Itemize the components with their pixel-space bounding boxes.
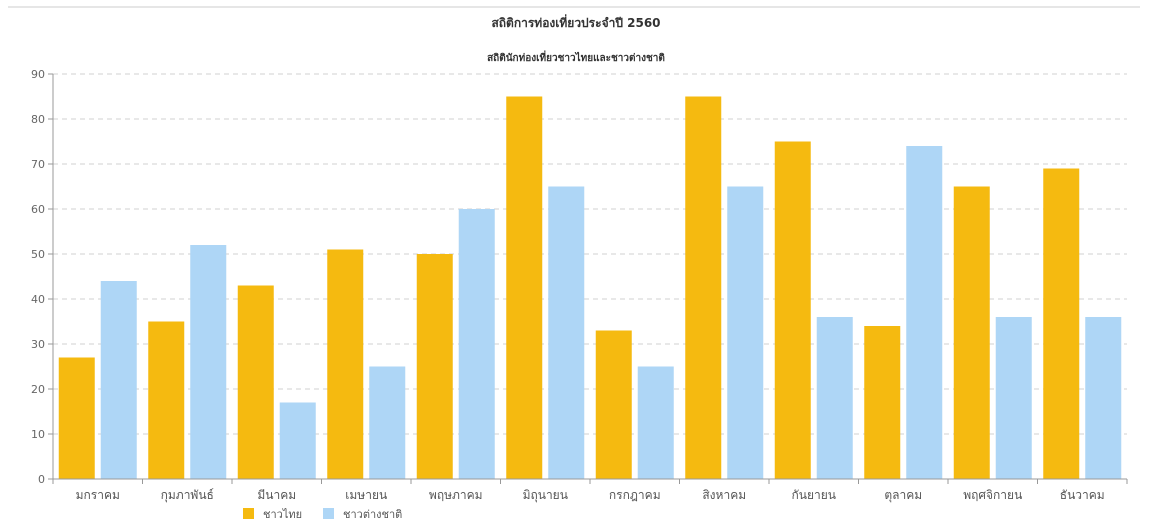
bar bbox=[190, 245, 227, 479]
y-tick-label: 60 bbox=[31, 203, 45, 216]
bar bbox=[637, 366, 674, 479]
bar bbox=[727, 186, 764, 479]
bar bbox=[953, 186, 990, 479]
x-tick-label: พฤษภาคม bbox=[429, 488, 483, 502]
y-tick-label: 80 bbox=[31, 113, 45, 126]
chart-title: สถิติการท่องเที่ยวประจำปี 2560 bbox=[491, 14, 660, 30]
bars bbox=[58, 96, 1122, 479]
bar bbox=[506, 96, 543, 479]
legend-swatch bbox=[323, 508, 334, 519]
bar bbox=[237, 285, 274, 479]
x-tick-label: พฤศจิกายน bbox=[963, 488, 1022, 502]
x-tick-label: ธันวาคม bbox=[1060, 488, 1105, 502]
bar bbox=[327, 249, 364, 479]
bar bbox=[100, 281, 137, 479]
bar bbox=[864, 326, 901, 479]
y-tick-label: 10 bbox=[31, 428, 45, 441]
x-tick-label: มีนาคม bbox=[257, 488, 296, 502]
bar bbox=[816, 317, 853, 479]
legend-label: ชาวต่างชาติ bbox=[343, 508, 402, 521]
x-tick-label: กรกฎาคม bbox=[609, 488, 661, 502]
gridlines bbox=[53, 73, 1127, 435]
bar bbox=[369, 366, 406, 479]
bar bbox=[279, 402, 316, 479]
x-tick-label: เมษายน bbox=[345, 488, 387, 502]
bar bbox=[906, 146, 943, 479]
legend-swatch bbox=[243, 508, 254, 519]
y-tick-label: 40 bbox=[31, 293, 45, 306]
x-tick-label: กุมภาพันธ์ bbox=[161, 488, 214, 503]
bar bbox=[416, 254, 453, 479]
bar bbox=[1043, 168, 1080, 479]
bar bbox=[58, 357, 95, 479]
y-tick-label: 20 bbox=[31, 383, 45, 396]
bar bbox=[148, 321, 185, 479]
chart-subtitle: สถิตินักท่องเที่ยวชาวไทยและชาวต่างชาติ bbox=[487, 50, 665, 64]
y-tick-label: 70 bbox=[31, 158, 45, 171]
bar bbox=[685, 96, 722, 479]
x-tick-label: ตุลาคม bbox=[884, 488, 922, 503]
bar bbox=[1085, 317, 1122, 479]
x-tick-label: สิงหาคม bbox=[702, 488, 746, 502]
bar bbox=[774, 141, 811, 479]
x-axis: มกราคม กุมภาพันธ์ มีนาคม เมษายน พฤษภาคม มิถุน… bbox=[52, 478, 1128, 503]
legend: ชาวไทย ชาวต่างชาติ bbox=[243, 508, 402, 521]
y-tick-label: 90 bbox=[31, 68, 45, 81]
legend-label: ชาวไทย bbox=[263, 508, 302, 521]
bar bbox=[548, 186, 585, 479]
x-tick-label: กันยายน bbox=[792, 488, 836, 502]
y-axis: 0 10 20 30 40 50 60 70 80 90 bbox=[31, 68, 54, 486]
bar bbox=[458, 209, 495, 479]
x-tick-label: มิถุนายน bbox=[523, 488, 568, 503]
y-tick-label: 30 bbox=[31, 338, 45, 351]
y-tick-label: 0 bbox=[38, 473, 45, 486]
bar bbox=[595, 330, 632, 479]
x-tick-label: มกราคม bbox=[76, 488, 120, 502]
y-tick-label: 50 bbox=[31, 248, 45, 261]
bar bbox=[995, 317, 1032, 479]
